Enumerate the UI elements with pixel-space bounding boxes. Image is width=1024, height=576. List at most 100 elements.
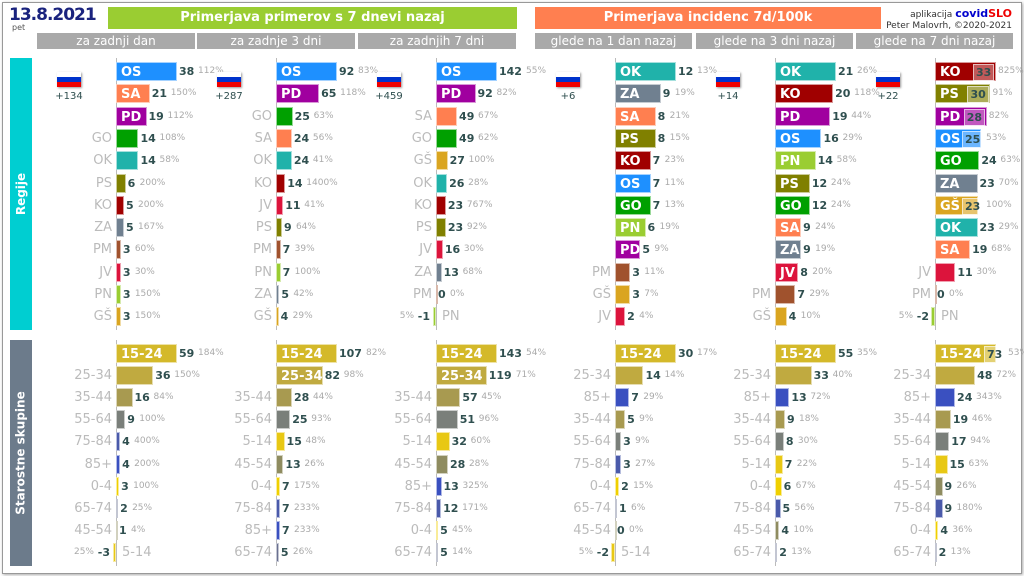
bar <box>775 454 783 474</box>
bar <box>935 542 937 562</box>
subheader-vs-1-day: glede na 1 dan nazaj <box>535 33 692 49</box>
bar <box>436 128 458 148</box>
age-label: 25-34 <box>893 368 931 384</box>
region-label: PN <box>254 264 272 280</box>
age-label: 15-24 <box>121 347 163 362</box>
bar <box>610 542 615 562</box>
percent: 41% <box>304 199 325 210</box>
ages-section-label: Starostne skupine <box>10 340 32 566</box>
bar <box>276 388 292 408</box>
value: 9 <box>127 413 135 427</box>
percent: 167% <box>138 222 164 233</box>
percent: 26% <box>956 480 977 491</box>
age-label: 55-64 <box>893 434 931 450</box>
bar: JV <box>775 262 799 282</box>
percent: 100% <box>133 480 159 491</box>
percent: 63% <box>968 458 989 469</box>
age-label: 65-74 <box>74 500 112 516</box>
percent: 1400% <box>306 177 338 188</box>
percent: 150% <box>174 370 200 381</box>
value: 55 <box>838 347 854 360</box>
regions-label-text: Regije <box>14 172 28 216</box>
age-label: 15-24 <box>620 347 662 362</box>
bar <box>116 454 121 474</box>
region-label: GŠ <box>940 198 961 214</box>
percent: 36% <box>952 524 973 535</box>
value: 4 <box>280 310 289 324</box>
value: 3 <box>632 288 640 301</box>
bar <box>436 388 461 408</box>
value: 57 <box>462 391 478 405</box>
percent: 42% <box>293 289 314 299</box>
bar <box>615 262 631 282</box>
subheader-vs-7-days: glede na 7 dni nazaj <box>856 33 1013 49</box>
bar <box>116 366 154 386</box>
percent: 100% <box>468 155 495 166</box>
bar <box>615 366 644 386</box>
region-label: ZA <box>414 264 432 280</box>
bar <box>436 454 448 474</box>
value: 16 <box>134 391 150 405</box>
percent: 18% <box>798 414 819 425</box>
percent: 11% <box>644 266 665 277</box>
age-label: 25-34 <box>281 369 323 385</box>
region-label: ZA <box>94 220 112 236</box>
percent: 91% <box>992 88 1013 99</box>
bar <box>276 498 280 518</box>
value: 5 <box>280 545 289 559</box>
percent: 15% <box>633 480 654 491</box>
value: 5 <box>126 198 134 212</box>
value: 5 <box>642 243 651 257</box>
age-label: 35-44 <box>733 412 771 428</box>
percent: 200% <box>134 458 160 469</box>
bar <box>116 240 121 260</box>
bar <box>116 307 121 327</box>
percent: 6% <box>631 502 646 513</box>
value: 21 <box>151 87 168 101</box>
bar: 15-24 <box>615 344 676 363</box>
value: 9 <box>944 479 953 493</box>
percent: 46% <box>971 414 992 425</box>
value: 23 <box>979 176 995 190</box>
axis-line <box>615 340 616 566</box>
value: 28 <box>293 391 310 405</box>
value: 12 <box>811 198 828 212</box>
axis-line <box>775 58 776 330</box>
bar <box>615 520 617 540</box>
percent: 19% <box>659 222 680 233</box>
age-label: 75-84 <box>394 500 432 516</box>
value: 19 <box>952 413 969 427</box>
percent: 767% <box>466 199 493 210</box>
axis-line <box>935 58 936 330</box>
region-label: PN <box>620 221 641 237</box>
age-label: 65-74 <box>394 544 432 560</box>
value: 143 <box>499 347 522 360</box>
bar <box>276 542 279 562</box>
percent: 17% <box>697 348 718 358</box>
bar: SA <box>116 84 150 104</box>
bar <box>276 262 281 282</box>
bar: PD <box>935 106 987 126</box>
percent: 58% <box>836 155 857 166</box>
bar: 15-24 <box>935 344 996 363</box>
bar: 15-24 <box>276 344 337 363</box>
bar <box>276 432 285 452</box>
region-label: GO <box>780 198 802 214</box>
percent: 84% <box>153 392 174 403</box>
percent: 9% <box>639 414 654 425</box>
percent: 29% <box>842 132 863 143</box>
age-label: 45-54 <box>234 456 272 472</box>
percent: 45% <box>481 392 502 403</box>
region-label: OS <box>940 131 961 147</box>
percent: 13% <box>664 199 685 210</box>
bar <box>116 128 139 148</box>
region-label: PS <box>255 220 272 236</box>
axis-line <box>436 340 437 566</box>
app-credit: aplikacija covidSLO <box>910 7 1012 20</box>
total-delta: +134 <box>55 91 83 102</box>
value: 7 <box>281 501 290 515</box>
value: 36 <box>155 369 171 383</box>
region-label: GO <box>411 130 432 146</box>
percent: 40% <box>832 370 853 381</box>
bar: PD <box>436 84 476 104</box>
